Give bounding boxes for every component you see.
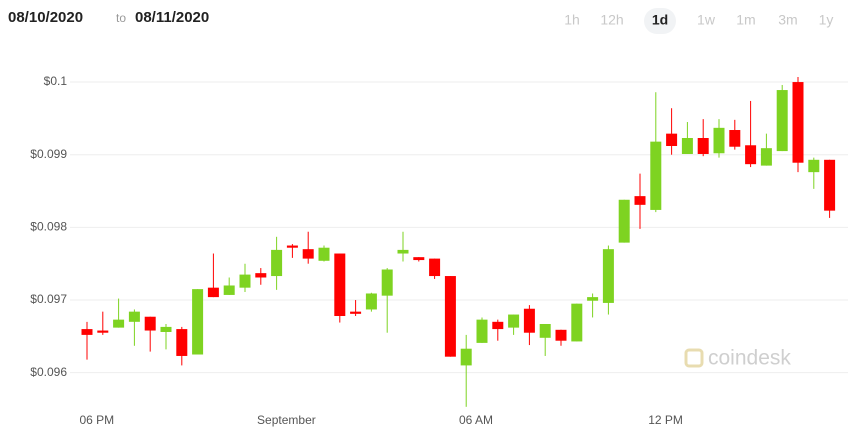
candle-body [555, 329, 567, 341]
range-label[interactable]: 1m [736, 12, 755, 28]
candle-body [602, 249, 614, 303]
candle-body [618, 199, 630, 243]
date-from: 08/10/2020 [8, 9, 83, 26]
y-tick-label: $0.096 [30, 365, 67, 379]
candle-body [776, 90, 788, 152]
y-tick-label: $0.097 [30, 292, 67, 306]
candle-body [666, 133, 678, 146]
candle-body [444, 276, 456, 357]
candle-body [745, 145, 757, 165]
candle-body [144, 316, 156, 331]
candle-body [792, 82, 804, 163]
candle-body [808, 159, 820, 173]
candle-body [128, 311, 140, 322]
candle-body [508, 314, 520, 328]
range-button[interactable]: 1d [644, 8, 676, 34]
candle-body [681, 138, 693, 154]
candle-body [302, 249, 314, 259]
candle-body [460, 348, 472, 366]
y-tick-label: $0.098 [30, 220, 67, 234]
range-button[interactable]: 1w [697, 12, 716, 28]
date-to: 08/11/2020 [135, 9, 209, 26]
candle-body [492, 321, 504, 330]
candle-body [176, 329, 188, 356]
candle-body [539, 323, 551, 338]
candle-body [413, 257, 425, 261]
x-tick-label: 06 PM [79, 413, 114, 427]
candle-body [523, 308, 535, 333]
candle-body [587, 297, 599, 301]
range-label[interactable]: 12h [600, 12, 623, 28]
candle-body [824, 159, 836, 211]
candle-body [192, 289, 204, 355]
candle-body [286, 245, 298, 248]
date-to-sep: to [116, 11, 126, 25]
range-button[interactable]: 1m [736, 12, 755, 28]
watermark-text: coindesk [708, 347, 791, 370]
range-button[interactable]: 3m [778, 12, 797, 28]
range-label[interactable]: 3m [778, 12, 797, 28]
candle-body [255, 273, 267, 278]
candle-body [207, 287, 219, 298]
candle-body [239, 274, 251, 288]
range-button[interactable]: 12h [600, 12, 623, 28]
y-tick-label: $0.099 [30, 147, 67, 161]
candle-body [429, 258, 441, 277]
candle-body [571, 303, 583, 342]
candle-body [160, 326, 172, 332]
range-button[interactable]: 1y [819, 12, 834, 28]
candle-body [97, 330, 109, 333]
candle-body [113, 319, 125, 328]
range-label[interactable]: 1h [564, 12, 580, 28]
x-tick-label: 06 AM [459, 413, 493, 427]
candle-body [476, 319, 488, 343]
candle-body [350, 311, 362, 314]
candle-body [318, 247, 330, 261]
candle-body [760, 148, 772, 166]
candle-body [729, 130, 741, 147]
range-label[interactable]: 1d [652, 12, 668, 28]
candle-body [381, 269, 393, 296]
candle-body [397, 249, 409, 254]
x-tick-label: September [257, 413, 316, 427]
x-tick-label: 12 PM [648, 413, 683, 427]
watermark: coindesk [684, 347, 791, 370]
candle-body [713, 127, 725, 154]
candle-body [634, 196, 646, 205]
candle-body [223, 285, 235, 295]
candle-body [271, 249, 283, 277]
candle-body [365, 293, 377, 310]
candle-body [81, 329, 93, 335]
candle-body [650, 141, 662, 210]
range-label[interactable]: 1y [819, 12, 834, 28]
candle-body [334, 253, 346, 317]
range-button[interactable]: 1h [564, 12, 580, 28]
range-label[interactable]: 1w [697, 12, 716, 28]
range-selected-bg [644, 8, 676, 34]
candle-body [697, 138, 709, 154]
y-tick-label: $0.1 [44, 74, 68, 88]
